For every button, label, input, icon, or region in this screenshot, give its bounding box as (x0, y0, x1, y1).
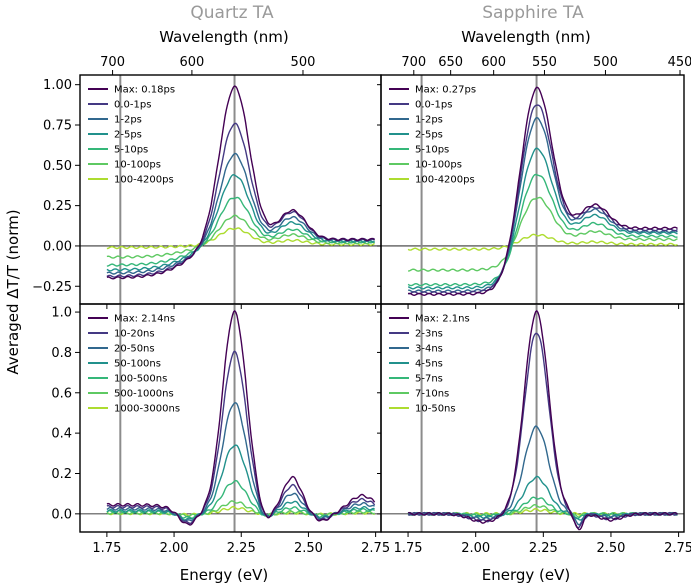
legend-label: 100-4200ps (415, 175, 475, 186)
panels-group: −0.25 0.00 0.25 0.50 0.75 1.00 700 600 500 Max: 0… (32, 55, 691, 556)
x-tick-label: 2.00 (160, 541, 189, 556)
panel-bottom-left: 0.0 0.2 0.4 0.6 0.8 1.0 1.75 2.00 2.25 2.50 2.75 Ma… (51, 303, 390, 556)
series-line (407, 147, 678, 290)
y-axis-label: Averaged ΔT/T (norm) (4, 209, 22, 374)
legend-label: 5-10ps (114, 145, 148, 156)
top-tick-label: 650 (438, 55, 463, 70)
y-tick-label: 0.0 (51, 507, 72, 522)
y-tick-label: 0.50 (43, 159, 72, 174)
top-tick-label: 700 (401, 55, 426, 70)
legend-label: 50-100ns (114, 359, 161, 370)
legend-label: 2-5ps (415, 130, 443, 141)
top-tick-label: 600 (481, 55, 506, 70)
top-xlabel-left: Wavelength (nm) (159, 28, 289, 46)
x-tick-label: 1.75 (92, 541, 121, 556)
top-tick-label: 550 (532, 55, 557, 70)
series-line (408, 196, 678, 272)
series-line (407, 173, 678, 287)
top-tick-label: 700 (100, 55, 125, 70)
series-line (106, 227, 375, 250)
legend-label: 5-10ps (415, 145, 449, 156)
x-tick-label: 1.75 (394, 541, 423, 556)
plot-area (80, 304, 381, 532)
y-tick-label: 0.2 (51, 467, 72, 482)
quartz-title: Quartz TA (190, 3, 274, 23)
panel-top-left: −0.25 0.00 0.25 0.50 0.75 1.00 700 600 500 Max: 0… (32, 55, 382, 309)
x-axis-label-right: Energy (eV) (482, 566, 570, 584)
top-tick-label: 500 (291, 55, 316, 70)
legend-label: 100-4200ps (114, 175, 174, 186)
plot-area (80, 75, 381, 304)
series-line (407, 104, 678, 295)
top-tick-label: 450 (668, 55, 691, 70)
x-tick-label: 2.50 (596, 541, 625, 556)
x-axis-label-left: Energy (eV) (180, 566, 268, 584)
top-tick-label: 600 (179, 55, 204, 70)
legend-label: Max: 2.1ns (415, 314, 470, 325)
plot-area (381, 75, 684, 304)
y-tick-label: 1.0 (51, 306, 72, 321)
legend-label: 500-1000ns (114, 389, 174, 400)
legend-label: 10-20ns (114, 329, 155, 340)
y-tick-label: 0.25 (43, 199, 72, 214)
legend-label: Max: 0.27ps (415, 85, 476, 96)
y-tick-label: 0.4 (51, 427, 72, 442)
legend-label: 3-4ns (415, 344, 443, 355)
sapphire-title: Sapphire TA (482, 3, 584, 23)
series-line (106, 214, 375, 259)
series-line (407, 86, 678, 297)
legend-label: 10-100ps (415, 160, 462, 171)
y-tick-label: 1.00 (43, 78, 72, 93)
x-tick-label: 2.75 (664, 541, 691, 556)
y-tick-label: −0.25 (32, 280, 72, 295)
x-tick-label: 2.25 (227, 541, 256, 556)
legend-label: 2-3ns (415, 329, 443, 340)
x-tick-label: 2.25 (529, 541, 558, 556)
legend-label: 7-10ns (415, 389, 449, 400)
top-xlabel-right: Wavelength (nm) (461, 28, 591, 46)
legend: Max: 0.18ps 0.0-1ps 1-2ps 2-5ps 5-10ps 10-100… (88, 85, 175, 186)
y-tick-label: 0.6 (51, 386, 72, 401)
legend-label: Max: 2.14ns (114, 314, 175, 325)
legend-label: 20-50ns (114, 344, 155, 355)
series-line (407, 309, 678, 531)
legend-label: 1-2ps (114, 115, 142, 126)
legend-label: 5-7ns (415, 374, 443, 385)
legend-label: 4-5ns (415, 359, 443, 370)
legend-label: 2-5ps (114, 130, 142, 141)
plot-area (381, 304, 684, 532)
y-tick-label: 0.75 (43, 118, 72, 133)
series-line (106, 309, 376, 526)
series-line (106, 85, 375, 280)
series-line (106, 173, 375, 272)
legend-label: 1-2ps (415, 115, 443, 126)
x-tick-label: 2.50 (294, 541, 323, 556)
x-tick-label: 2.75 (361, 541, 390, 556)
legend-label: 100-500ns (114, 374, 167, 385)
panel-frame (380, 303, 685, 533)
legend-label: 0.0-1ps (415, 100, 452, 111)
legend-label: 1000-3000ns (114, 404, 180, 415)
y-tick-label: 0.8 (51, 346, 72, 361)
legend: Max: 0.27ps 0.0-1ps 1-2ps 2-5ps 5-10ps 10-100… (389, 85, 476, 186)
series-line (106, 196, 375, 267)
legend-label: 0.0-1ps (114, 100, 151, 111)
series-line (407, 233, 678, 251)
top-tick-label: 500 (593, 55, 618, 70)
panel-top-right: 700 650 600 550 500 450 Max: 0.27ps 0.0-1ps 1-2p… (377, 55, 691, 309)
y-tick-label: 0.00 (43, 239, 72, 254)
panel-bottom-right: 1.75 2.00 2.25 2.50 2.75 Max: 2.1ns 2-3ns 3-4ns… (377, 303, 691, 556)
legend-label: Max: 0.18ps (114, 85, 175, 96)
x-tick-label: 2.00 (461, 541, 490, 556)
legend-label: 10-50ns (415, 404, 456, 415)
legend-label: 10-100ps (114, 160, 161, 171)
legend: Max: 2.14ns 10-20ns 20-50ns 50-100ns 100-500… (88, 314, 180, 415)
legend: Max: 2.1ns 2-3ns 3-4ns 4-5ns 5-7ns 7-10ns 10-5… (389, 314, 470, 415)
